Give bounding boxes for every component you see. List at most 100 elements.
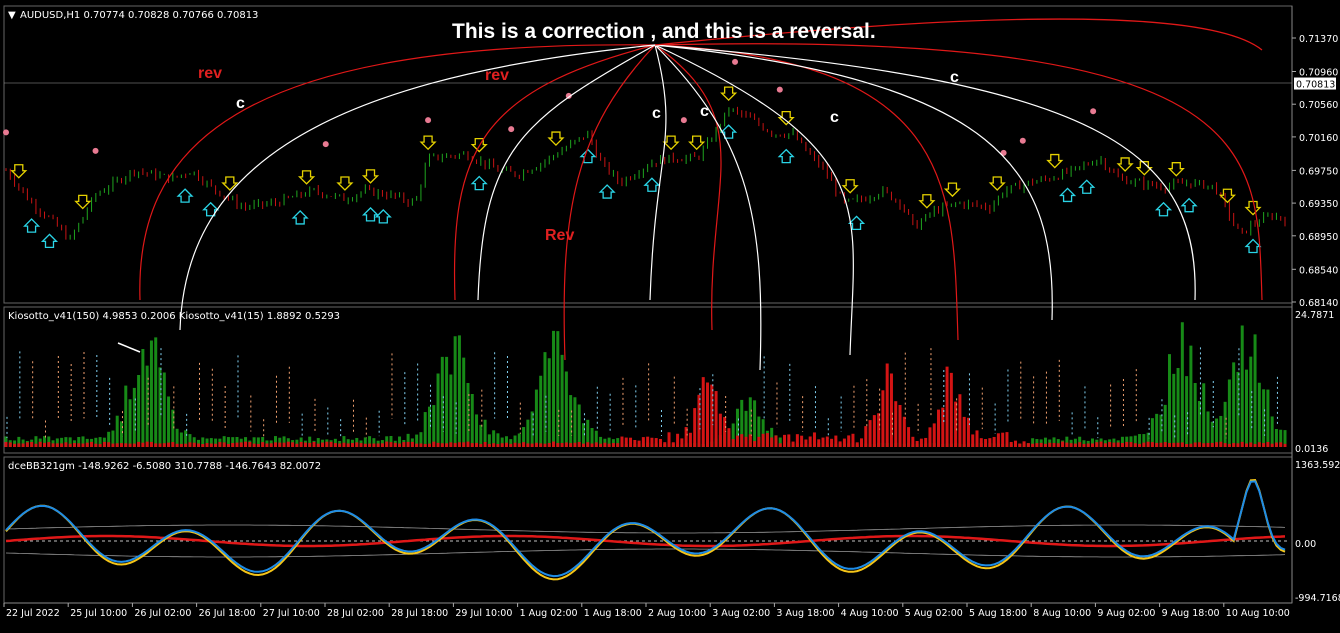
sell-arrow-icon [74, 194, 92, 210]
time-tick-label: 28 Jul 02:00 [327, 608, 384, 619]
buy-arrow-icon [40, 233, 59, 249]
price-tick-label: 0.69350 [1299, 199, 1338, 210]
correction-curve [654, 44, 1196, 301]
correction-curve [649, 44, 667, 301]
oscillator-signal-line [5, 534, 1286, 548]
pink-signal-dot [732, 58, 739, 65]
correction-curve [654, 44, 1053, 321]
rev-label-1: rev [198, 65, 222, 82]
sell-arrow-icon [918, 194, 936, 209]
pink-signal-dot [425, 117, 432, 124]
sell-arrow-icon [361, 169, 380, 184]
correction-curve [179, 44, 656, 331]
c-label-1: c [236, 95, 245, 112]
pink-signal-dot [680, 117, 687, 124]
time-tick-label: 5 Aug 02:00 [905, 608, 963, 619]
time-tick-label: 5 Aug 18:00 [969, 608, 1027, 619]
rev-label-3: Rev [545, 227, 574, 244]
price-tick-label: 0.68140 [1299, 298, 1338, 309]
dcebb-bottom-value: -994.7168 [1295, 593, 1340, 604]
annotation-curves [117, 18, 1263, 371]
c-label-5: c [950, 69, 959, 86]
c-label-3: c [700, 103, 709, 120]
kiosotto-bottom-value: 0.0136 [1295, 444, 1328, 455]
reversal-curve [139, 44, 656, 301]
buy-arrow-icon [291, 210, 309, 225]
oscillator-blue-line [5, 480, 1286, 578]
sell-arrow-icon [419, 135, 437, 151]
price-tick-label: 0.71370 [1299, 34, 1338, 45]
sell-arrow-icon [1135, 161, 1153, 176]
sell-arrow-icon [221, 176, 239, 191]
time-tick-label: 26 Jul 18:00 [199, 608, 256, 619]
time-tick-label: 2 Aug 10:00 [648, 608, 706, 619]
time-tick-label: 4 Aug 10:00 [841, 608, 899, 619]
pink-signal-dot [508, 126, 515, 133]
time-tick-label: 22 Jul 2022 [6, 608, 60, 619]
buy-arrow-icon [1180, 197, 1198, 213]
sell-arrow-icon [336, 176, 354, 191]
price-tick-label: 0.68950 [1299, 232, 1338, 243]
c-label-4: c [830, 109, 839, 126]
sell-arrow-icon [1116, 157, 1134, 172]
pointer-arrow-icon [117, 342, 141, 353]
dcebb-top-value: 1363.5926 [1295, 460, 1340, 471]
price-tick-label: 0.70160 [1299, 133, 1338, 144]
time-tick-label: 10 Aug 10:00 [1226, 608, 1290, 619]
reversal-curve [654, 44, 722, 331]
time-tick-label: 28 Jul 18:00 [391, 608, 448, 619]
dcebb-oscillator [5, 478, 1288, 581]
kiosotto-histogram [4, 322, 1287, 447]
sell-arrow-icon [1167, 162, 1185, 177]
pink-signal-dot [776, 86, 783, 93]
buy-arrow-icon [23, 218, 41, 233]
time-tick-label: 29 Jul 10:00 [455, 608, 512, 619]
time-tick-label: 3 Aug 02:00 [712, 608, 770, 619]
reversal-curve [654, 43, 1263, 301]
sell-arrow-icon [688, 135, 706, 151]
reversal-curve [654, 44, 959, 341]
sell-arrow-icon [10, 164, 28, 179]
time-axis: 22 Jul 2022 25 Jul 10:00 26 Jul 02:00 26 Ju… [3, 603, 1290, 619]
price-tick-label: 0.69750 [1299, 166, 1338, 177]
kiosotto-label: Kiosotto_v41(150) 4.9853 0.2006 Kiosotto… [8, 311, 340, 322]
sell-arrow-icon [943, 182, 962, 198]
price-tick-label: 0.68540 [1299, 265, 1338, 276]
buy-arrow-icon [1078, 179, 1096, 194]
reversal-curve [563, 44, 656, 361]
buy-arrow-icon [1154, 201, 1173, 217]
sell-arrow-icon [841, 179, 859, 194]
price-tick-label: 0.70560 [1299, 100, 1338, 111]
correction-curve [654, 44, 762, 371]
buy-arrow-icon [374, 208, 392, 224]
time-tick-label: 1 Aug 02:00 [520, 608, 578, 619]
buy-arrow-icon [598, 184, 616, 199]
symbol-triangle-icon: ▼ [8, 10, 16, 21]
rev-label-2: rev [485, 67, 509, 84]
reversal-curve [453, 44, 656, 301]
current-price-box [1294, 77, 1336, 90]
sell-arrow-icon [662, 135, 680, 151]
price-tick-label: 0.70960 [1299, 68, 1338, 79]
current-price-label: 0.70813 [1296, 80, 1335, 91]
time-tick-label: 27 Jul 10:00 [263, 608, 320, 619]
buy-arrow-icon [361, 206, 380, 222]
sell-arrow-icon [720, 86, 738, 102]
buy-arrow-icon [643, 177, 661, 192]
pink-signal-dot [3, 129, 9, 136]
time-tick-label: 26 Jul 02:00 [134, 608, 191, 619]
correction-curve [654, 44, 854, 356]
time-tick-label: 25 Jul 10:00 [70, 608, 127, 619]
reversal-curve [654, 18, 1263, 51]
dcebb-mid-value: 0.00 [1295, 539, 1316, 550]
time-tick-label: 9 Aug 02:00 [1097, 608, 1155, 619]
buy-arrow-icon [777, 148, 795, 164]
buy-arrow-icon [1059, 187, 1077, 203]
sell-arrow-icon [1218, 188, 1237, 204]
dcebb-label: dceBB321gm -148.9262 -6.5080 310.7788 -1… [8, 461, 321, 472]
sell-arrow-icon [988, 176, 1006, 191]
pink-signal-dot [322, 141, 329, 148]
pink-signal-dot [1090, 108, 1097, 115]
sell-arrow-icon [297, 170, 316, 185]
